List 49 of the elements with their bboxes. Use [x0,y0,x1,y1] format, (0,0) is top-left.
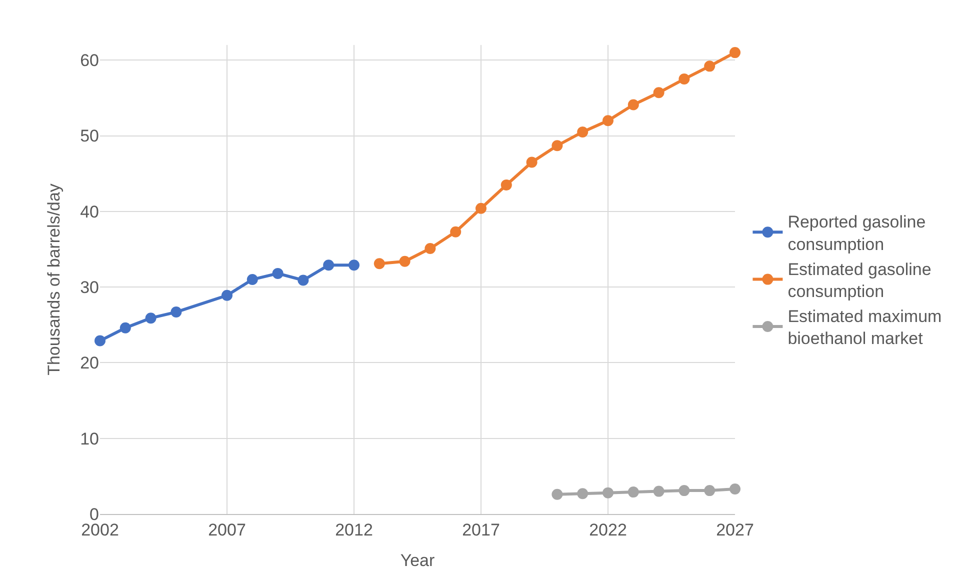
point [526,156,538,168]
point [323,260,334,271]
y-tick-label: 40 [80,202,99,222]
point [678,485,690,496]
point [552,488,563,500]
point [94,335,106,346]
point [678,74,690,85]
legend-label: Estimated gasoline consumption [788,260,932,301]
y-axis-title: Thousands of barrels/day [44,183,64,376]
legend-label: Reported gasoline consumption [788,212,926,254]
point [602,115,614,126]
y-tick-label: 30 [80,278,99,298]
point [298,274,309,286]
point [222,290,232,301]
point [145,312,156,324]
point [424,242,436,254]
x-axis-title: Year [400,550,436,570]
point [653,87,664,98]
point [399,256,410,267]
x-tick-label: 2022 [589,520,627,540]
point [374,258,385,270]
point [450,226,462,238]
point [577,488,588,500]
point [348,260,360,271]
point [272,268,284,279]
point [246,274,258,285]
y-tick-label: 10 [80,429,99,448]
x-tick-label: 2017 [462,520,500,540]
point [730,47,740,58]
point [628,99,639,110]
x-tick-label: 2012 [335,520,373,540]
y-tick-label: 20 [80,354,99,373]
point [730,484,740,495]
point [602,487,614,498]
point [577,126,588,138]
y-tick-label: 60 [80,51,99,70]
point [704,485,716,496]
point [628,486,639,498]
legend-label: Estimated maximum bioethanol market [788,307,942,348]
point [704,60,716,72]
point [476,202,486,214]
point [552,140,563,152]
point [653,486,664,497]
y-tick-label: 50 [80,126,99,146]
point [120,322,131,334]
point [170,306,182,318]
x-tick-label: 2027 [716,520,754,540]
point [500,179,512,190]
x-tick-label: 2007 [208,520,246,540]
